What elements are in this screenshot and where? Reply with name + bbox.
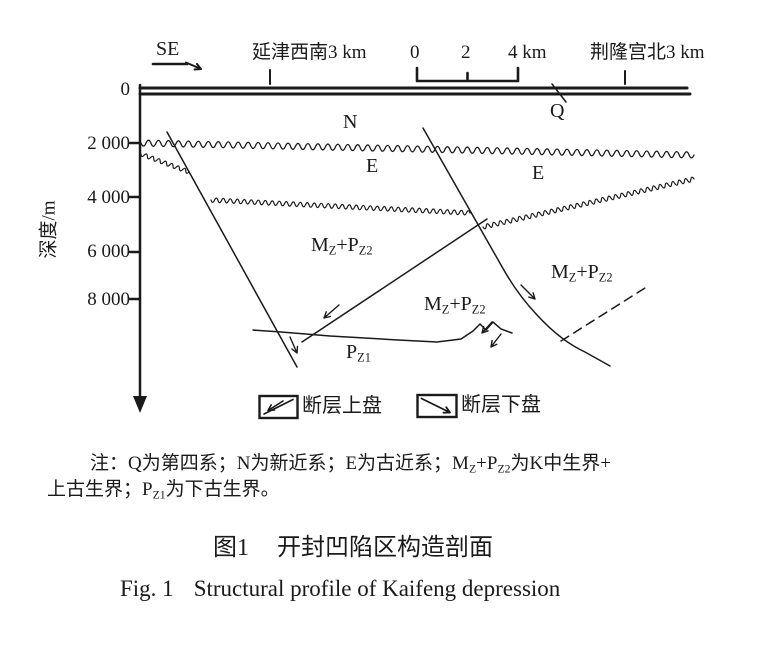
depth-axis-title: 深度/m [38,200,60,259]
scale-label-0: 0 [410,42,420,63]
hanging-wall-arrow-icon [481,321,493,334]
scale-label-2: 2 [461,42,471,63]
boundary-dashed [560,287,646,342]
boundary-e-left-short [140,153,190,174]
foot-wall-arrow-icon [520,284,536,300]
hanging-wall-arrow-icon [289,336,299,354]
caption-en-title: Structural profile of Kaifeng depression [193,576,561,601]
hanging-wall-arrow-icon [323,304,340,319]
q-layer-tick [551,83,567,103]
depth-tick-4000: 4 000 [87,187,130,208]
caption-zh-number: 图1 [213,535,249,561]
note-line-1: 注：Q为第四系；N为新近系；E为古近系；MZ+PZ2为K中生界+ [90,453,611,476]
scale-label-4km: 4 km [508,42,547,63]
note-line-2: 上古生界；PZ1为下古生界。 [47,479,280,502]
boundary-pz1-top [252,320,513,343]
stratum-label-e-left: E [366,155,379,177]
depth-tick-2000: 2 000 [87,133,130,154]
legend-foot-wall-label: 断层下盘 [461,394,541,416]
boundary-e-mz-right [482,176,695,230]
stratum-label-q: Q [550,100,565,122]
legend-foot-wall-box [416,393,458,419]
legend-hanging-wall-arrow-icon [267,400,284,412]
caption-zh-title: 开封凹陷区构造剖面 [277,535,493,561]
depth-axis-arrow-icon [133,396,147,413]
stratum-label-mz-pz2-right: MZ+PZ2 [551,261,613,285]
legend-hanging-wall-line [263,398,294,415]
fault-middle [301,218,488,343]
fault-right [422,127,611,367]
stratum-label-n: N [343,111,358,133]
boundary-n-e [140,139,695,159]
caption-en-number: Fig. 1 [120,576,174,601]
se-arrow-icon [185,61,202,71]
depth-tick-8000: 8 000 [87,289,130,310]
depth-axis-ticks [128,141,142,301]
direction-label: SE [156,38,180,60]
fault-left [166,131,298,368]
scale-bar [415,66,520,83]
stratum-label-mz-pz2-middle: MZ+PZ2 [424,293,486,317]
depth-tick-0: 0 [120,79,131,100]
hanging-wall-arrow-icon [490,333,502,348]
legend-hanging-wall-label: 断层上盘 [302,395,382,417]
caption-zh: 图1 开封凹陷区构造剖面 [213,535,493,561]
stratum-label-e-right: E [532,162,545,184]
legend-hanging-wall-box [258,394,299,420]
caption-en: Fig. 1 Structural profile of Kaifeng depr… [120,576,560,601]
boundary-e-mz-left [210,197,471,216]
figure-note: 注：Q为第四系；N为新近系；E为古近系；MZ+PZ2为K中生界+ 上古生界；PZ… [47,451,747,503]
station-left-label: 延津西南3 km [252,42,367,63]
stratum-label-pz1: PZ1 [346,341,371,365]
legend-foot-wall-arrow-icon [420,397,451,414]
depth-tick-6000: 6 000 [87,241,130,262]
stratum-label-mz-pz2-left: MZ+PZ2 [311,234,373,258]
station-right-label: 荆隆宫北3 km [590,42,705,63]
